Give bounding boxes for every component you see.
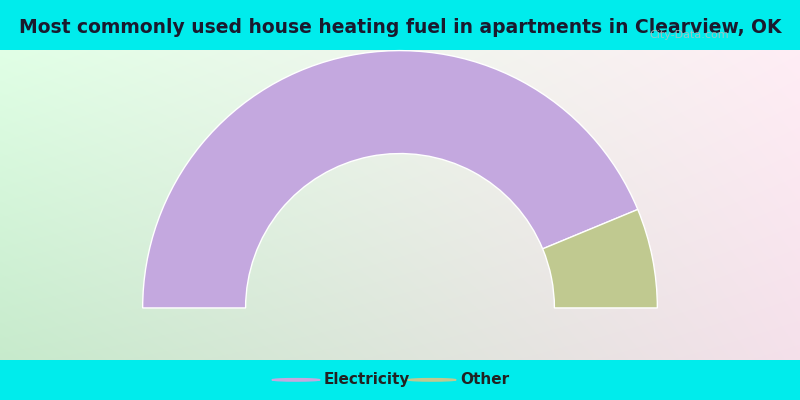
Text: Electricity: Electricity: [324, 372, 410, 387]
Circle shape: [408, 378, 456, 381]
Circle shape: [272, 378, 320, 381]
Text: City-Data.com: City-Data.com: [650, 30, 730, 40]
Text: Other: Other: [460, 372, 509, 387]
Wedge shape: [142, 51, 638, 308]
Wedge shape: [542, 210, 658, 308]
Text: Most commonly used house heating fuel in apartments in Clearview, OK: Most commonly used house heating fuel in…: [18, 18, 782, 37]
